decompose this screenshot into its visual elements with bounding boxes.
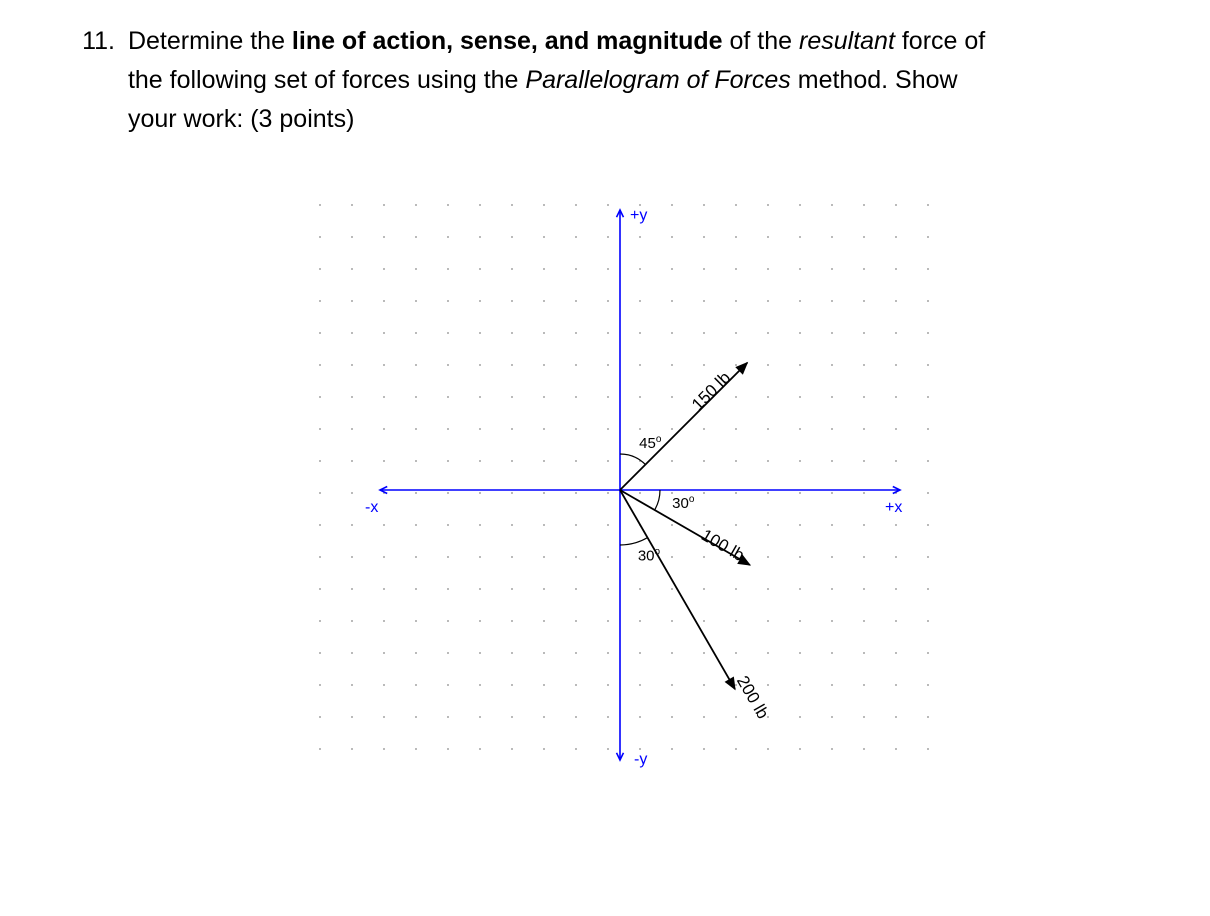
svg-text:+x: +x <box>885 499 902 516</box>
svg-text:45o: 45o <box>639 434 662 452</box>
svg-text:150 lb: 150 lb <box>688 368 734 414</box>
svg-text:100 lb: 100 lb <box>698 525 748 565</box>
force-diagram: +y-y+x-x45o150 lb30o100 lb30o200 lb <box>300 190 940 790</box>
q-italic1: resultant <box>799 27 895 55</box>
svg-text:-x: -x <box>365 499 378 516</box>
page: 11. Determine the line of action, sense,… <box>0 0 1210 916</box>
q-bold: line of action, sense, and magnitude <box>292 27 723 55</box>
question-block: 11. Determine the line of action, sense,… <box>65 22 1005 138</box>
question-number: 11. <box>65 22 115 61</box>
svg-text:30o: 30o <box>638 547 661 565</box>
svg-text:+y: +y <box>630 207 647 224</box>
q-italic2: Parallelogram of Forces <box>525 66 790 94</box>
q-pre: Determine the <box>128 27 292 55</box>
svg-text:200 lb: 200 lb <box>733 672 773 722</box>
question-text: Determine the line of action, sense, and… <box>122 22 988 138</box>
q-mid1: of the <box>723 27 799 55</box>
svg-text:30o: 30o <box>672 494 695 512</box>
diagram-svg: +y-y+x-x45o150 lb30o100 lb30o200 lb <box>300 190 940 790</box>
svg-text:-y: -y <box>634 751 647 768</box>
